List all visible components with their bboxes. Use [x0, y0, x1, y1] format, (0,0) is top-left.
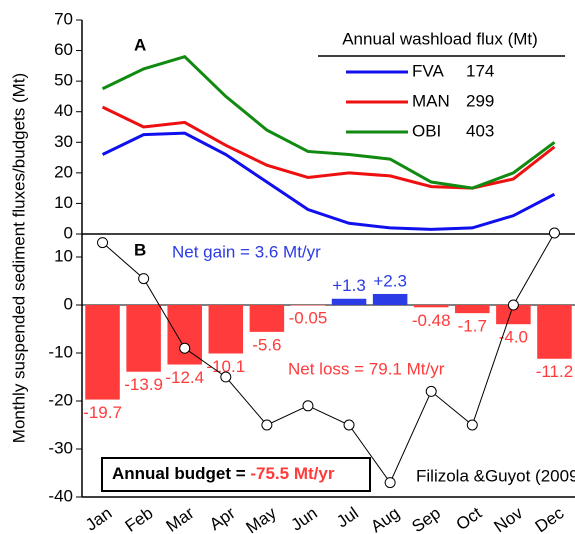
- y-tick-label: -10: [48, 342, 73, 361]
- value-label: -1.7: [458, 317, 487, 336]
- panel-label: B: [134, 240, 146, 259]
- legend-total: 403: [466, 121, 494, 140]
- overlay-point: [507, 299, 519, 311]
- y-tick-label: -30: [48, 438, 73, 457]
- y-tick-label: 30: [54, 132, 73, 151]
- data-line: [101, 54, 556, 190]
- y-tick-label: 20: [54, 162, 73, 181]
- bar: [413, 305, 449, 308]
- y-tick-label: 70: [54, 9, 73, 28]
- budget-label: Annual budget =: [112, 464, 250, 483]
- value-label: -12.4: [165, 368, 204, 387]
- legend-name: OBI: [412, 121, 441, 140]
- x-tick-label: May: [243, 503, 281, 534]
- overlay-point: [466, 419, 478, 431]
- bar: [331, 298, 367, 305]
- value-label: -13.9: [124, 375, 163, 394]
- y-tick-label: -20: [48, 390, 73, 409]
- x-tick-label: Jan: [82, 503, 115, 534]
- overlay-point: [220, 371, 232, 383]
- overlay-point: [261, 419, 273, 431]
- bar: [167, 305, 202, 365]
- budget-value: -75.5 Mt/yr: [250, 464, 334, 483]
- overlay-point: [425, 385, 437, 397]
- legend-title: Annual washload flux (Mt): [342, 29, 538, 48]
- bar: [537, 305, 572, 359]
- budget-box: [101, 457, 371, 492]
- bar: [208, 305, 244, 354]
- value-label: -19.7: [83, 403, 122, 422]
- x-tick-label: Feb: [122, 503, 157, 534]
- x-tick-label: Jun: [287, 503, 320, 534]
- bar: [290, 305, 326, 306]
- bar: [85, 305, 120, 400]
- x-tick-label: Sep: [408, 503, 444, 534]
- annotation: Net loss = 79.1 Mt/yr: [288, 359, 445, 378]
- overlay-point: [548, 227, 560, 239]
- annotation: Net gain = 3.6 Mt/yr: [172, 242, 321, 261]
- bar: [496, 305, 531, 325]
- bar: [372, 293, 408, 305]
- source: Filizola &Guyot (2009): [416, 466, 575, 485]
- x-tick-label: Oct: [453, 503, 486, 534]
- value-label: -5.6: [252, 335, 281, 354]
- y-tick-label: 0: [64, 223, 73, 242]
- budget: Annual budget = -75.5 Mt/yr: [112, 464, 335, 483]
- y-tick-label: 50: [54, 71, 73, 90]
- x-tick-label: Dec: [532, 503, 568, 534]
- y-tick-label: 10: [54, 246, 73, 265]
- overlay-point: [384, 477, 396, 489]
- bar: [249, 305, 285, 332]
- value-label: -10.1: [206, 357, 245, 376]
- y-tick-label: 0: [64, 294, 73, 313]
- overlay-point: [302, 400, 314, 412]
- y-tick-label: -40: [48, 486, 73, 505]
- x-tick-label: Aug: [367, 503, 403, 534]
- value-label: -0.05: [289, 309, 328, 328]
- value-label: +1.3: [332, 276, 366, 295]
- data-line: [101, 131, 556, 231]
- bar: [455, 305, 490, 314]
- x-tick-label: Mar: [163, 503, 198, 534]
- data-line: [101, 105, 556, 190]
- value-label: +2.3: [373, 271, 407, 290]
- y-tick-label: 10: [54, 193, 73, 212]
- value-label: -0.48: [412, 311, 451, 330]
- bar: [126, 305, 161, 372]
- legend-total: 174: [466, 61, 494, 80]
- overlay-point: [179, 342, 191, 354]
- x-tick-label: Apr: [206, 503, 239, 534]
- legend-total: 299: [466, 91, 494, 110]
- legend-name: MAN: [412, 91, 450, 110]
- value-label: -4.0: [499, 328, 528, 347]
- value-label: -11.2: [536, 362, 574, 381]
- overlay-point: [97, 237, 109, 249]
- y-tick-label: 60: [54, 40, 73, 59]
- legend-name: FVA: [412, 61, 444, 80]
- overlay-point: [343, 419, 355, 431]
- overlay-line: [102, 232, 555, 484]
- x-tick-label: Nov: [491, 503, 527, 534]
- overlay-point: [138, 273, 150, 285]
- x-tick-label: Jul: [333, 503, 362, 531]
- y-axis-label: Monthly suspended sediment fluxes/budget…: [9, 73, 28, 443]
- panel-label: A: [134, 35, 146, 54]
- y-tick-label: 40: [54, 101, 73, 120]
